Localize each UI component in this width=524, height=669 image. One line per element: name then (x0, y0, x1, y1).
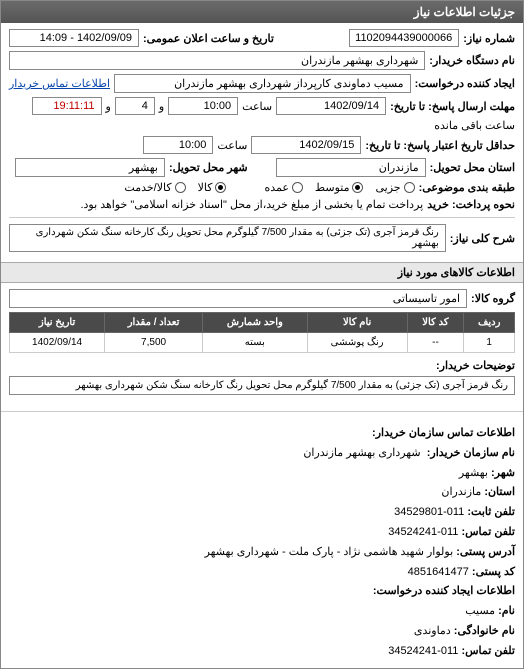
request-no-value: 1102094439000066 (349, 29, 459, 47)
contact-link[interactable]: اطلاعات تماس خریدار (9, 77, 110, 90)
province-label: استان محل تحویل: (430, 161, 515, 174)
td-2: رنگ پوششی (307, 333, 407, 353)
radio-kala[interactable] (215, 182, 226, 193)
announce-label: تاریخ و ساعت اعلان عمومی: (143, 32, 274, 45)
creator-header: اطلاعات ایجاد کننده درخواست: (373, 585, 515, 597)
family-value: دماوندی (414, 625, 451, 637)
table-row[interactable]: 1 -- رنگ پوششی بسته 7,500 1402/09/14 (10, 333, 515, 353)
va-label: و (159, 100, 164, 113)
phone-label: تلفن ثابت: (467, 506, 515, 518)
desc-label: شرح کلی نیاز: (450, 232, 515, 245)
buyer-desc-label: توضیحات خریدار: (436, 360, 515, 372)
remain-suffix: ساعت باقی مانده (434, 119, 515, 132)
th-3: واحد شمارش (202, 313, 307, 333)
desc-value: رنگ قرمز آجری (تک جزئی) به مقدار 7/500 گ… (9, 224, 446, 252)
items-table: ردیف کد کالا نام کالا واحد شمارش تعداد /… (9, 312, 515, 353)
org-name: شهرداری بهشهر مازندران (303, 447, 420, 459)
announce-value: 1402/09/09 - 14:09 (9, 29, 139, 47)
radio-kala-label: کالا (198, 181, 213, 194)
request-no-label: شماره نیاز: (463, 32, 515, 45)
family-label: نام خانوادگی: (454, 625, 515, 637)
city2-label: شهر: (491, 467, 515, 479)
contact-header: اطلاعات تماس سازمان خریدار: (372, 427, 515, 439)
validity-label: حداقل تاریخ اعتبار پاسخ: تا تاریخ: (365, 139, 515, 152)
category-label: طبقه بندی موضوعی: (419, 181, 515, 194)
radio-motevaset-label: متوسط (315, 181, 350, 194)
radio-omde[interactable] (292, 182, 303, 193)
th-0: ردیف (464, 313, 515, 333)
org-name-label: نام سازمان خریدار: (427, 447, 515, 459)
creator-value: مسیب دماوندی کارپرداز شهرداری بهشهر مازن… (114, 74, 411, 93)
td-5: 1402/09/14 (10, 333, 105, 353)
days-remain: 4 (115, 97, 155, 115)
prov2-label: استان: (484, 486, 515, 498)
type-radios: کالا کالا/خدمت (124, 181, 226, 194)
panel-header: جزئیات اطلاعات نیاز (1, 1, 523, 23)
va-label-2: و (106, 100, 111, 113)
buyer-device-value: شهرداری بهشهر مازندران (9, 51, 425, 70)
th-1: کد کالا (407, 313, 464, 333)
th-5: تاریخ نیاز (10, 313, 105, 333)
buyer-device-label: نام دستگاه خریدار: (429, 54, 515, 67)
payment-note: پرداخت تمام یا بخشی از مبلغ خرید،از محل … (9, 198, 423, 211)
creator-label: ایجاد کننده درخواست: (415, 77, 515, 90)
radio-khedmat[interactable] (175, 182, 186, 193)
fax-label: تلفن تماس: (461, 526, 515, 538)
city-label: شهر محل تحویل: (169, 161, 248, 174)
response-date: 1402/09/14 (276, 97, 386, 115)
cphone-value: 011-34524241 (388, 645, 458, 657)
group-label: گروه کالا: (471, 292, 515, 305)
buyer-desc-value: رنگ قرمز آجری (تک جزئی) به مقدار 7/500 گ… (9, 376, 515, 395)
radio-jozei[interactable] (404, 182, 415, 193)
response-deadline-label: مهلت ارسال پاسخ: تا تاریخ: (390, 100, 515, 113)
addr: بولوار شهید هاشمی نژاد - پارک ملت - شهرد… (205, 546, 454, 558)
items-header: اطلاعات کالاهای مورد نیاز (1, 262, 523, 283)
saat-label-1: ساعت (242, 100, 272, 113)
payment-label: نحوه پرداخت: خرید (427, 198, 515, 211)
th-2: نام کالا (307, 313, 407, 333)
validity-date: 1402/09/15 (251, 136, 361, 154)
saat-label-2: ساعت (217, 139, 247, 152)
prov2: مازندران (441, 486, 481, 498)
td-4: 7,500 (105, 333, 203, 353)
name-label: نام: (498, 605, 515, 617)
validity-time: 10:00 (143, 136, 213, 154)
td-0: 1 (464, 333, 515, 353)
addr-label: آدرس پستی: (456, 546, 515, 558)
group-value: امور تاسیساتی (9, 289, 467, 308)
phone: 011-34529801 (394, 506, 464, 518)
td-3: بسته (202, 333, 307, 353)
name-value: مسیب (465, 605, 495, 617)
radio-khedmat-label: کالا/خدمت (124, 181, 171, 194)
cphone-label: تلفن تماس: (461, 645, 515, 657)
remain-time: 19:11:11 (32, 97, 102, 115)
city-value: بهشهر (15, 158, 165, 177)
province-value: مازندران (276, 158, 426, 177)
fax: 011-34524241 (388, 526, 458, 538)
category-radios: جزیی متوسط عمده (264, 181, 414, 194)
radio-jozei-label: جزیی (375, 181, 400, 194)
td-1: -- (407, 333, 464, 353)
radio-omde-label: عمده (264, 181, 288, 194)
radio-motevaset[interactable] (352, 182, 363, 193)
city2: بهشهر (459, 467, 488, 479)
response-time: 10:00 (168, 97, 238, 115)
th-4: تعداد / مقدار (105, 313, 203, 333)
